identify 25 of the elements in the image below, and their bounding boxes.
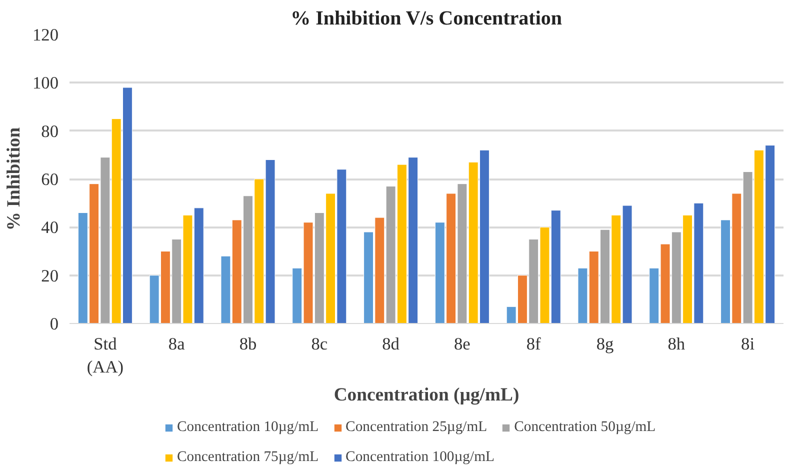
x-tick-label: 8d bbox=[382, 334, 400, 354]
x-tick-label: 8c bbox=[311, 334, 328, 354]
y-tick-label: 0 bbox=[50, 314, 59, 334]
y-tick-label: 60 bbox=[41, 170, 58, 189]
legend-label: Concentration 10µg/mL bbox=[177, 419, 319, 436]
y-tick-label: 20 bbox=[41, 266, 58, 286]
x-tick-label: 8h bbox=[668, 334, 686, 354]
chart-title: % Inhibition V/s Concentration bbox=[290, 8, 562, 30]
x-tick-label: 8i bbox=[741, 334, 755, 354]
y-tick-label: 80 bbox=[41, 122, 58, 141]
x-tick-label: 8b bbox=[239, 334, 257, 354]
x-tick-label: 8a bbox=[168, 334, 186, 354]
y-axis-title: % Inhibition bbox=[4, 126, 25, 231]
y-tick-label: 40 bbox=[41, 218, 58, 238]
x-tick-label: 8e bbox=[454, 334, 471, 354]
y-tick-label: 100 bbox=[32, 74, 59, 93]
x-tick-label: 8g bbox=[596, 334, 614, 354]
x-axis-title: Concentration (µg/mL) bbox=[334, 384, 520, 406]
legend-label: Concentration 25µg/mL bbox=[346, 419, 488, 436]
legend-label: Concentration 100µg/mL bbox=[346, 449, 494, 466]
legend-label: Concentration 50µg/mL bbox=[514, 419, 656, 436]
x-tick-label: Std (AA) bbox=[86, 334, 124, 376]
legend-label: Concentration 75µg/mL bbox=[177, 449, 319, 466]
y-tick-label: 120 bbox=[32, 26, 59, 44]
x-tick-label: 8f bbox=[526, 334, 542, 354]
